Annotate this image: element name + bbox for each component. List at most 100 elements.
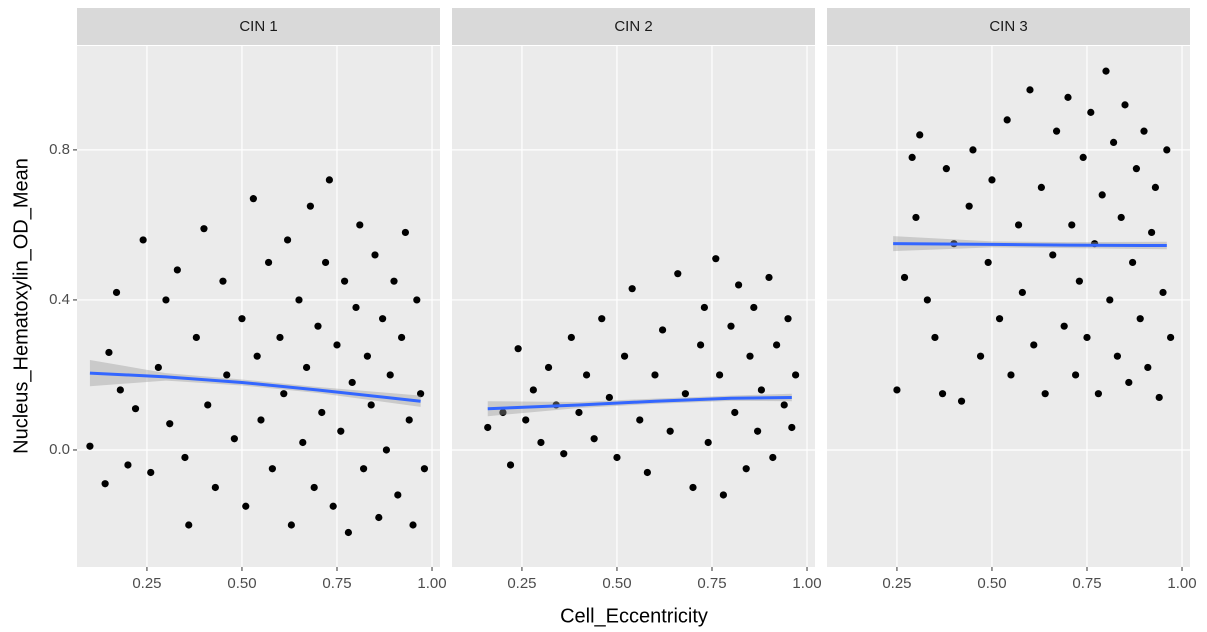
point	[995, 315, 1004, 323]
point	[287, 521, 295, 529]
point	[1052, 127, 1061, 135]
point	[1098, 191, 1106, 199]
point	[192, 333, 200, 342]
point	[204, 401, 212, 409]
point	[651, 371, 659, 379]
point	[1014, 221, 1023, 229]
point	[166, 420, 174, 428]
point	[734, 281, 743, 289]
point	[696, 341, 705, 349]
point	[230, 435, 238, 443]
point	[757, 386, 766, 394]
strip-label: CIN 1	[239, 18, 277, 35]
point	[306, 202, 314, 210]
point	[413, 296, 421, 304]
point	[674, 270, 682, 278]
point	[1144, 363, 1152, 372]
point	[537, 438, 545, 447]
strip	[452, 8, 815, 45]
smooth-line	[893, 242, 1167, 248]
point	[575, 408, 583, 417]
point	[731, 408, 739, 417]
smooth-line	[487, 395, 792, 411]
point	[765, 273, 773, 282]
point	[302, 363, 311, 372]
point	[976, 352, 985, 360]
point	[988, 176, 996, 184]
point	[620, 352, 629, 360]
point	[636, 416, 644, 424]
point	[310, 483, 318, 492]
point	[200, 225, 208, 233]
point	[908, 153, 916, 162]
point	[1163, 146, 1171, 154]
point	[916, 131, 924, 139]
smooth-line	[89, 371, 421, 403]
point	[417, 390, 425, 398]
point	[257, 416, 265, 424]
y-tick-label: 0.4	[49, 291, 70, 308]
point	[268, 465, 276, 473]
y-tick-label: 0.8	[49, 141, 70, 158]
point	[769, 453, 777, 462]
panel-background	[452, 46, 815, 567]
point	[1041, 390, 1049, 398]
x-tick-label: 1.00	[792, 575, 821, 592]
point	[742, 465, 750, 473]
point	[514, 345, 522, 353]
point	[1117, 213, 1125, 222]
point	[499, 408, 507, 417]
point	[1159, 288, 1167, 297]
x-tick-label: 0.50	[977, 575, 1006, 592]
point	[788, 423, 796, 432]
x-tick-label: 0.75	[1072, 575, 1101, 592]
point	[211, 483, 219, 492]
point	[1106, 296, 1114, 304]
point	[162, 296, 170, 304]
point	[582, 371, 591, 379]
point	[375, 513, 383, 522]
point	[746, 352, 754, 360]
point	[299, 438, 307, 447]
point	[712, 255, 720, 263]
x-tick-label: 1.00	[417, 575, 446, 592]
point	[1148, 228, 1156, 237]
point	[185, 521, 193, 529]
point	[329, 502, 337, 510]
point	[560, 450, 568, 458]
x-axis-label: Cell_Eccentricity	[560, 605, 708, 627]
point	[792, 371, 800, 379]
point	[754, 427, 762, 435]
point	[333, 341, 341, 349]
point	[923, 296, 931, 304]
x-tick-label: 1.00	[1167, 575, 1196, 592]
point	[1083, 333, 1091, 342]
point	[242, 502, 250, 510]
point	[139, 236, 147, 244]
point	[931, 333, 939, 342]
point	[283, 236, 292, 244]
point	[340, 277, 349, 285]
point	[1113, 352, 1121, 360]
point	[105, 348, 113, 357]
point	[101, 480, 109, 488]
point	[643, 468, 651, 477]
x-tick-label: 0.25	[132, 575, 161, 592]
point	[264, 258, 273, 267]
point	[318, 408, 326, 417]
x-tick-label: 0.25	[507, 575, 536, 592]
point	[893, 386, 901, 394]
point	[900, 273, 909, 282]
point	[86, 442, 94, 450]
point	[131, 405, 140, 413]
point	[719, 491, 727, 499]
point	[529, 386, 537, 394]
point	[605, 393, 613, 402]
point	[689, 483, 697, 492]
point	[613, 453, 621, 462]
point	[1068, 221, 1076, 229]
point	[325, 176, 333, 184]
point	[969, 146, 977, 154]
point	[1026, 86, 1034, 94]
strip	[827, 8, 1190, 45]
